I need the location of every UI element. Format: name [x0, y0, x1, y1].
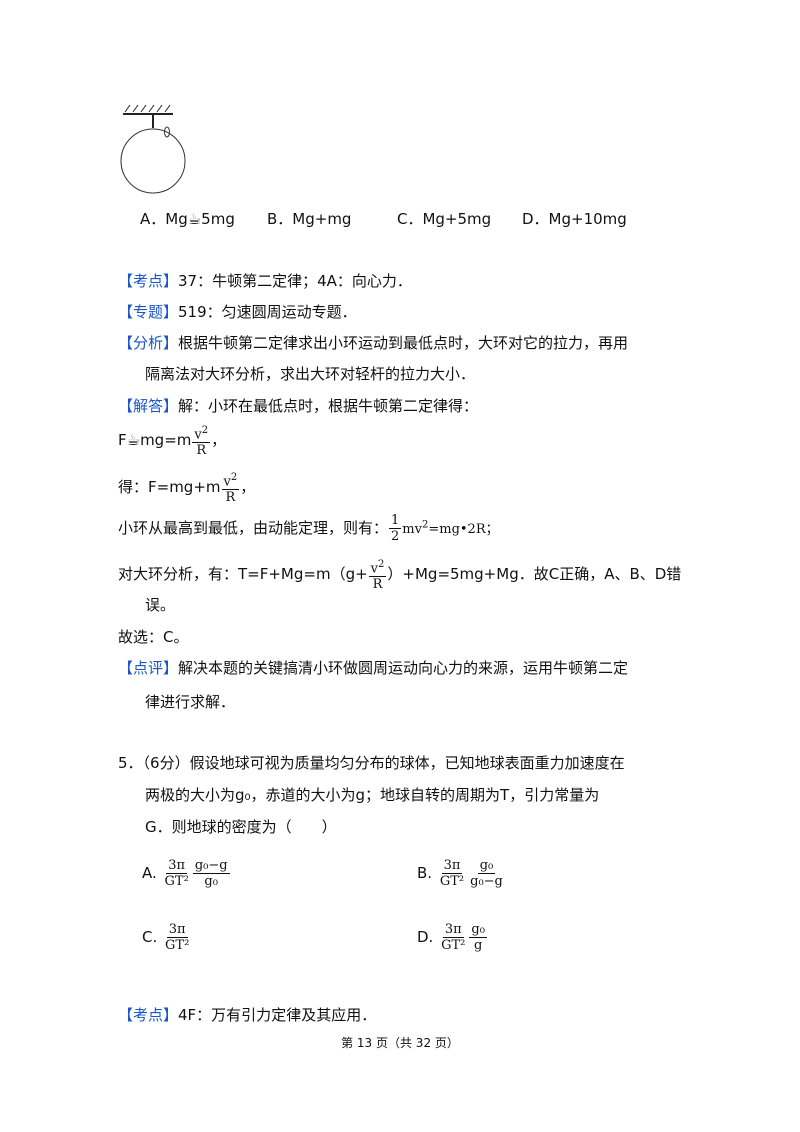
equation-3: 小环从最高到最低，由动能定理，则有： 1 2 mv2=mg•2R；: [118, 513, 499, 544]
eq4-right: ）+Mg=5mg+Mg．故C正确，A、B、D错: [387, 565, 682, 584]
fraction: v2 R: [192, 425, 211, 459]
option-d: D．Mg+10mg: [522, 210, 627, 228]
equation-1: F☕mg=m v2 R，: [118, 425, 227, 459]
jieda-tag: 【解答】: [118, 397, 179, 415]
eq4-left: 对大环分析，有：T=F+Mg=m（g+: [118, 565, 368, 584]
q5-option-d: D. 3π GT² g₀ g: [417, 922, 487, 953]
option-a: A．Mg☕5mg: [140, 210, 235, 228]
fenxi-line2: 隔离法对大环分析，求出大环对轻杆的拉力大小．: [145, 365, 476, 383]
ring-on-rod-diagram: [120, 104, 186, 194]
option-b: B．Mg+mg: [267, 210, 352, 228]
jieda-text: 解：小环在最低点时，根据牛顿第二定律得：: [178, 397, 479, 415]
dianping-tag: 【点评】: [118, 659, 179, 677]
fenxi-line: 【分析】根据牛顿第二定律求出小环运动到最低点时，大环对它的拉力，再用: [118, 333, 628, 353]
zhuanti-tag: 【专题】: [118, 303, 179, 321]
kaodian-text: 37：牛顿第二定律；4A：向心力．: [178, 272, 412, 290]
question-number: 5．: [118, 754, 143, 772]
kaodian-line: 【考点】37：牛顿第二定律；4A：向心力．: [118, 271, 412, 291]
equation-4: 对大环分析，有：T=F+Mg=m（g+ v2 R ）+Mg=5mg+Mg．故C正确，A…: [118, 557, 681, 592]
answer-choice: 故选：C。: [118, 628, 189, 646]
option-c: C．Mg+5mg: [397, 210, 492, 228]
fraction: v2 R: [368, 559, 387, 593]
zhuanti-line: 【专题】519：匀速圆周运动专题．: [118, 302, 357, 322]
jieda-line: 【解答】解：小环在最低点时，根据牛顿第二定律得：: [118, 396, 478, 416]
fenxi-tag: 【分析】: [118, 334, 179, 352]
eq2-left: 得：F=mg+m: [118, 478, 221, 497]
dianping-line2: 律进行求解．: [145, 693, 236, 711]
q5-option-c: C. 3π GT²: [142, 922, 190, 953]
eq3-left: 小环从最高到最低，由动能定理，则有：: [118, 519, 389, 537]
equation-2: 得：F=mg+m v2 R，: [118, 472, 256, 506]
fraction: v2 R: [221, 472, 240, 506]
q5-line3: G．则地球的密度为（ ）: [145, 818, 337, 836]
q5-line1: 5．（6分）假设地球可视为质量均匀分布的球体，已知地球表面重力加速度在: [118, 754, 625, 772]
kaodian2-line: 【考点】4F：万有引力定律及其应用．: [118, 1006, 377, 1024]
q5-line2: 两极的大小为g₀，赤道的大小为g；地球自转的周期为T，引力常量为: [145, 786, 600, 804]
zhuanti-text: 519：匀速圆周运动专题．: [178, 303, 357, 321]
fenxi-text: 根据牛顿第二定律求出小环运动到最低点时，大环对它的拉力，再用: [178, 334, 629, 352]
equation-4-cont: 误。: [145, 596, 176, 614]
q5-option-b: B. 3π GT² g₀ g₀−g: [417, 858, 503, 889]
q5-option-a: A. 3π GT² g₀−g g₀: [142, 858, 230, 889]
page-footer: 第 13 页（共 32 页）: [341, 1036, 459, 1050]
kaodian-tag: 【考点】: [118, 272, 179, 290]
dianping-line: 【点评】解决本题的关键搞清小环做圆周运动向心力的来源，运用牛顿第二定: [118, 659, 629, 677]
kaodian2-tag: 【考点】: [118, 1006, 179, 1024]
eq1-left: F☕mg=m: [118, 431, 192, 450]
